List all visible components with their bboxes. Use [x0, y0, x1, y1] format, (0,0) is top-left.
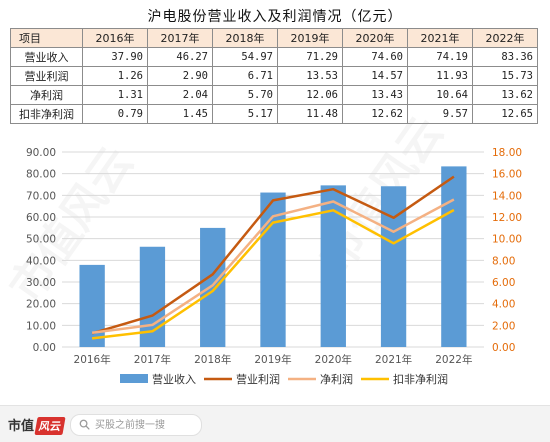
table-cell: 9.57 [407, 104, 473, 124]
table-cell: 12.65 [472, 104, 538, 124]
table-cell: 6.71 [212, 66, 278, 86]
y-right-tick-label: 0.00 [492, 342, 515, 354]
y-right-tick-label: 8.00 [492, 255, 515, 267]
x-tick-label: 2020年 [315, 353, 352, 366]
table-cell: 14.57 [342, 66, 408, 86]
row-label: 净利润 [10, 85, 83, 105]
search-icon [79, 419, 90, 430]
table-cell: 13.53 [277, 66, 343, 86]
y-right-tick-label: 12.00 [492, 212, 522, 224]
legend-swatch [120, 374, 148, 383]
table-cell: 15.73 [472, 66, 538, 86]
x-tick-label: 2019年 [254, 353, 291, 366]
table-header-cell: 项目 [10, 28, 83, 48]
table-row: 营业收入 37.90 46.27 54.97 71.29 74.60 74.19… [10, 47, 538, 67]
legend-label: 扣非净利润 [393, 372, 448, 386]
x-tick-label: 2021年 [375, 353, 412, 366]
table-header-cell: 2018年 [212, 28, 278, 48]
table-cell: 74.60 [342, 47, 408, 67]
table-cell: 1.31 [82, 85, 148, 105]
y-left-tick-label: 80.00 [26, 169, 56, 181]
y-left-tick-label: 60.00 [26, 212, 56, 224]
row-label: 营业利润 [10, 66, 83, 86]
y-right-tick-label: 4.00 [492, 299, 515, 311]
table-cell: 2.04 [147, 85, 213, 105]
bar [441, 166, 467, 347]
brand-logo-text: 市值 [8, 419, 35, 434]
x-tick-label: 2018年 [194, 353, 231, 366]
brand-logo-tag: 风云 [34, 417, 66, 435]
y-left-tick-label: 20.00 [26, 299, 56, 311]
y-right-tick-label: 6.00 [492, 277, 515, 289]
y-right-tick-label: 2.00 [492, 320, 515, 332]
y-left-tick-label: 70.00 [26, 190, 56, 202]
x-tick-label: 2016年 [74, 353, 111, 366]
series-line [91, 208, 455, 340]
table-cell: 1.26 [82, 66, 148, 86]
search-input[interactable] [95, 415, 195, 435]
combo-chart: 0.00 10.00 20.00 30.00 40.00 50.00 60.00 70.00 8… [26, 147, 522, 386]
y-left-tick-label: 40.00 [26, 255, 56, 267]
row-label: 扣非净利润 [10, 104, 83, 124]
table-cell: 12.62 [342, 104, 408, 124]
table-cell: 54.97 [212, 47, 278, 67]
table-cell: 1.45 [147, 104, 213, 124]
y-right-tick-label: 14.00 [492, 190, 522, 202]
table-header-row: 项目 2016年 2017年 2018年 2019年 2020年 2021年 2… [10, 28, 538, 48]
brand-logo[interactable]: 市值 风云 [8, 415, 66, 435]
table-cell: 12.06 [277, 85, 343, 105]
y-right-tick-label: 18.00 [492, 147, 522, 159]
table-row: 净利润 1.31 2.04 5.70 12.06 13.43 10.64 13.… [10, 85, 538, 105]
table-cell: 46.27 [147, 47, 213, 67]
y-left-tick-label: 90.00 [26, 147, 56, 159]
table-cell: 71.29 [277, 47, 343, 67]
table-header-cell: 2021年 [407, 28, 473, 48]
row-label: 营业收入 [10, 47, 83, 67]
table-row: 扣非净利润 0.79 1.45 5.17 11.48 12.62 9.57 12… [10, 104, 538, 124]
table-cell: 11.93 [407, 66, 473, 86]
x-tick-label: 2022年 [435, 353, 472, 366]
table-header-cell: 2020年 [342, 28, 408, 48]
table-row: 营业利润 1.26 2.90 6.71 13.53 14.57 11.93 15… [10, 66, 538, 86]
series-line [91, 198, 455, 335]
table-header-cell: 2017年 [147, 28, 213, 48]
bar [260, 192, 286, 347]
data-table: 项目 2016年 2017年 2018年 2019年 2020年 2021年 2… [10, 28, 538, 124]
legend-label: 营业收入 [152, 372, 196, 386]
footer-bar: 市值 风云 [0, 405, 550, 442]
legend-label: 营业利润 [236, 372, 280, 386]
table-cell: 2.90 [147, 66, 213, 86]
table-header-cell: 2022年 [472, 28, 538, 48]
table-header-cell: 2016年 [82, 28, 148, 48]
bar [79, 264, 105, 347]
table-cell: 5.17 [212, 104, 278, 124]
y-left-tick-label: 10.00 [26, 320, 56, 332]
table-cell: 0.79 [82, 104, 148, 124]
table-cell: 13.62 [472, 85, 538, 105]
table-cell: 11.48 [277, 104, 343, 124]
y-left-tick-label: 0.00 [33, 342, 56, 354]
x-tick-label: 2017年 [134, 353, 171, 366]
table-header-cell: 2019年 [277, 28, 343, 48]
y-left-tick-label: 50.00 [26, 234, 56, 246]
y-right-tick-label: 16.00 [492, 169, 522, 181]
table-cell: 74.19 [407, 47, 473, 67]
bar [200, 227, 226, 347]
search-box[interactable] [70, 414, 202, 436]
y-right-tick-label: 10.00 [492, 234, 522, 246]
table-cell: 13.43 [342, 85, 408, 105]
table-cell: 5.70 [212, 85, 278, 105]
table-cell: 10.64 [407, 85, 473, 105]
series-line [91, 175, 455, 335]
y-left-tick-label: 30.00 [26, 277, 56, 289]
legend-label: 净利润 [320, 372, 353, 386]
chart-title: 沪电股份营业收入及利润情况（亿元） [147, 9, 403, 25]
table-cell: 83.36 [472, 47, 538, 67]
table-cell: 37.90 [82, 47, 148, 67]
